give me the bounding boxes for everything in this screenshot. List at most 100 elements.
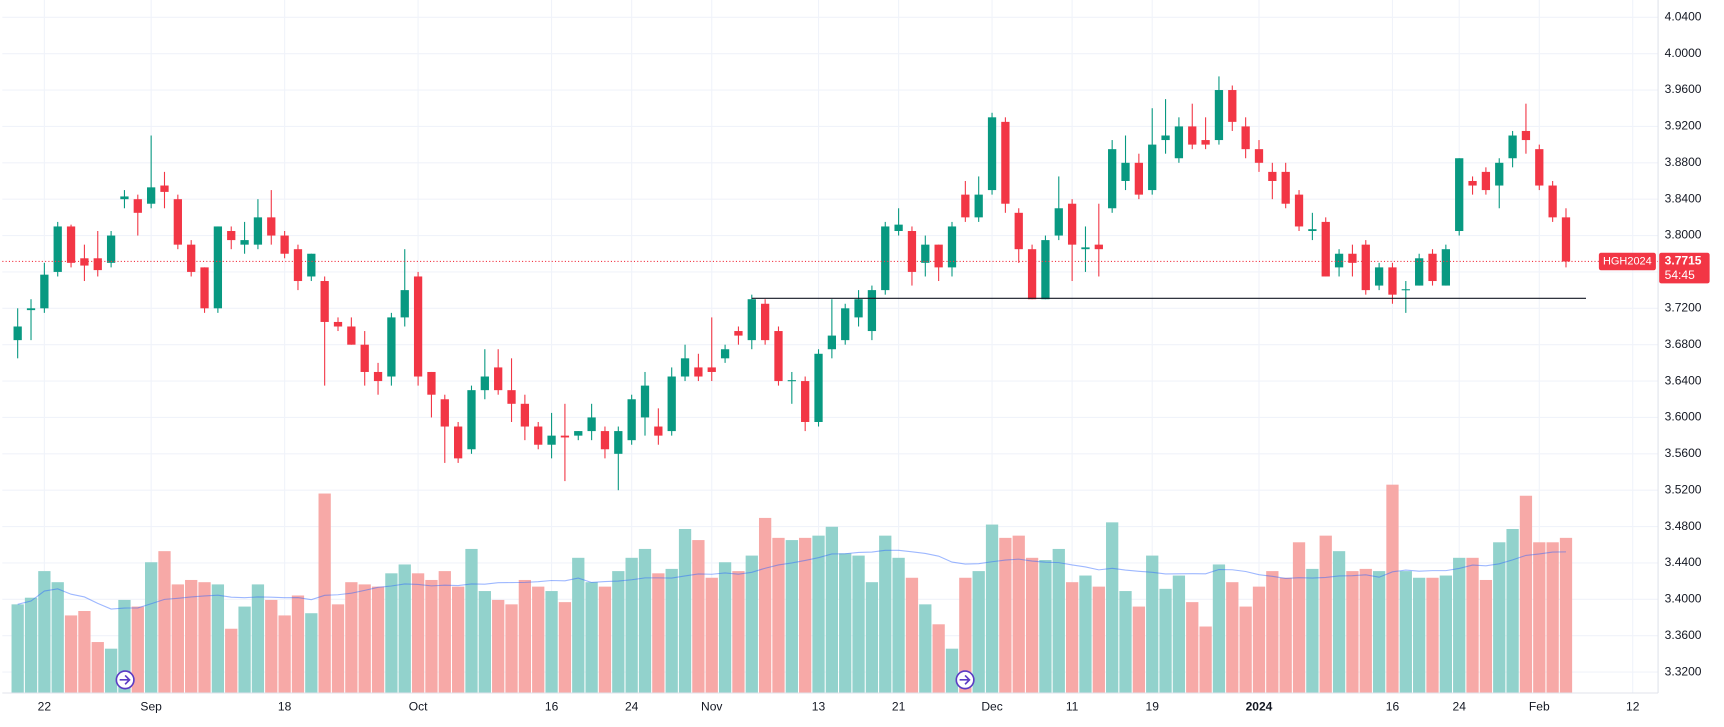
candle-body bbox=[26, 308, 36, 311]
candle-body bbox=[200, 267, 209, 309]
volume-bar bbox=[1546, 542, 1559, 694]
candle-body bbox=[974, 194, 983, 218]
volume-bar bbox=[558, 602, 572, 694]
volume-bar bbox=[1146, 555, 1159, 694]
volume-bar bbox=[865, 582, 879, 694]
candle-body bbox=[373, 371, 383, 382]
volume-bar bbox=[758, 517, 772, 694]
candle-body bbox=[1001, 121, 1010, 204]
candle-body bbox=[1081, 247, 1090, 250]
volume-bar bbox=[24, 597, 38, 694]
volume-bar bbox=[385, 573, 398, 694]
volume-bar bbox=[1399, 571, 1412, 694]
volume-bar bbox=[718, 562, 732, 694]
y-tick-label: 3.8000 bbox=[1665, 228, 1702, 242]
volume-bar bbox=[638, 548, 652, 694]
candle-body bbox=[1241, 126, 1250, 150]
volume-bar bbox=[1346, 571, 1359, 694]
candle-body bbox=[1481, 171, 1491, 191]
volume-bar bbox=[1106, 522, 1119, 694]
candle-body bbox=[400, 290, 409, 318]
x-tick-label: 16 bbox=[545, 699, 559, 713]
candle-body bbox=[600, 431, 610, 450]
volume-bar bbox=[438, 571, 451, 694]
candle-body bbox=[80, 258, 89, 266]
volume-bar bbox=[198, 582, 211, 694]
candle-body bbox=[574, 431, 583, 436]
y-tick-label: 3.5200 bbox=[1665, 482, 1702, 496]
candle-body bbox=[1308, 229, 1317, 232]
x-tick-label: Sep bbox=[140, 699, 162, 713]
x-tick-label: 11 bbox=[1066, 699, 1079, 713]
candle-body bbox=[921, 244, 930, 263]
x-tick-label: Feb bbox=[1529, 699, 1550, 713]
volume-bar bbox=[1306, 568, 1319, 694]
volume-bar bbox=[692, 540, 705, 694]
event-icon[interactable] bbox=[955, 670, 975, 690]
volume-bar bbox=[118, 599, 131, 694]
candle-body bbox=[640, 385, 650, 418]
volume-bar bbox=[825, 526, 839, 694]
volume-bar bbox=[1292, 542, 1306, 694]
volume-bar bbox=[518, 579, 532, 694]
volume-bar bbox=[492, 599, 505, 694]
candle-body bbox=[480, 376, 489, 391]
volume-bar bbox=[1186, 602, 1199, 694]
volume-bar bbox=[745, 555, 758, 694]
candle-body bbox=[934, 244, 943, 268]
candle-body bbox=[413, 276, 423, 377]
candle-body bbox=[734, 331, 743, 336]
volume-bar bbox=[892, 557, 905, 694]
candle-body bbox=[280, 235, 289, 254]
volume-bar bbox=[1052, 548, 1065, 694]
candle-body bbox=[227, 231, 236, 241]
y-tick-label: 3.6000 bbox=[1665, 410, 1702, 424]
volume-bar bbox=[398, 564, 411, 694]
volume-bar bbox=[1319, 535, 1332, 694]
candle-body bbox=[1321, 221, 1330, 277]
candle-body bbox=[1441, 249, 1450, 286]
event-icon[interactable] bbox=[115, 670, 135, 690]
volume-bar bbox=[545, 591, 558, 694]
candle-body bbox=[1401, 289, 1410, 291]
volume-bar bbox=[331, 604, 345, 694]
volume-bar bbox=[732, 571, 745, 694]
candle-body bbox=[534, 426, 543, 445]
candle-body bbox=[66, 226, 76, 263]
volume-bar bbox=[131, 606, 144, 694]
volume-bar bbox=[1359, 568, 1372, 694]
candle-body bbox=[1268, 171, 1277, 181]
y-tick-label: 4.0000 bbox=[1665, 46, 1702, 60]
x-tick-label: 13 bbox=[812, 699, 826, 713]
candle-body bbox=[881, 226, 890, 291]
volume-bar bbox=[38, 571, 51, 694]
x-tick-label: Dec bbox=[981, 699, 1002, 713]
candle-body bbox=[961, 194, 970, 218]
volume-bar bbox=[999, 537, 1012, 694]
candle-body bbox=[1134, 162, 1144, 195]
candle-body bbox=[1148, 144, 1157, 191]
y-tick-label: 3.7200 bbox=[1665, 300, 1702, 314]
volume-bar bbox=[505, 604, 518, 694]
volume-bar bbox=[1025, 557, 1039, 694]
candle-body bbox=[333, 321, 343, 327]
x-tick-label: 16 bbox=[1386, 699, 1400, 713]
candle-body bbox=[93, 258, 102, 271]
volume-bar bbox=[945, 648, 959, 694]
candle-body bbox=[1121, 162, 1130, 181]
candles bbox=[2, 76, 1659, 491]
volume-bar bbox=[171, 584, 184, 694]
volume-bar bbox=[1506, 528, 1519, 694]
symbol-label: HGH2024 bbox=[1603, 255, 1652, 267]
candle-body bbox=[627, 399, 636, 441]
volume-bar bbox=[772, 537, 785, 694]
candle-body bbox=[801, 381, 810, 422]
volume-bar bbox=[238, 606, 251, 694]
candle-body bbox=[1254, 149, 1264, 163]
countdown-label: 54:45 bbox=[1665, 268, 1695, 282]
volume-bar bbox=[1439, 575, 1452, 694]
price-tag-label: 3.7715 bbox=[1665, 254, 1702, 268]
volume-bar bbox=[371, 586, 385, 694]
volume-bar bbox=[1226, 582, 1239, 694]
volume-bar bbox=[158, 551, 171, 694]
